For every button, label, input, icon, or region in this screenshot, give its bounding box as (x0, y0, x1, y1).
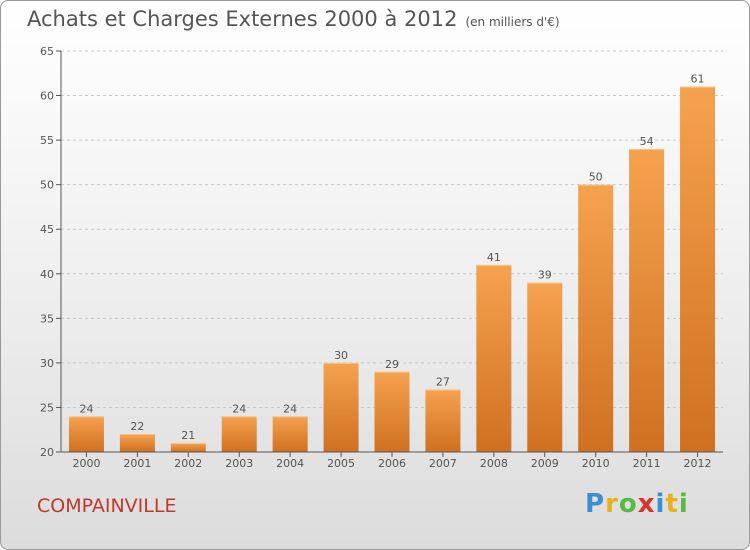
x-tick-label: 2007 (429, 457, 457, 470)
bar (680, 86, 716, 453)
bar (425, 389, 461, 452)
bar (578, 184, 614, 452)
x-tick-label: 2003 (225, 457, 253, 470)
bar (221, 416, 257, 452)
x-tick-label: 2008 (480, 457, 508, 470)
bar (476, 264, 512, 452)
bar (170, 443, 206, 452)
logo-letter: i (678, 489, 689, 519)
proxiti-logo[interactable]: Proxiti (585, 489, 689, 519)
logo-letter: o (618, 489, 638, 519)
bar (323, 362, 359, 452)
data-label: 61 (691, 73, 705, 86)
logo-letter: P (585, 489, 606, 519)
data-label: 39 (538, 269, 552, 282)
logo-letter: i (655, 489, 666, 519)
data-label: 50 (589, 171, 603, 184)
x-tick-label: 2006 (378, 457, 406, 470)
x-tick-label: 2004 (276, 457, 304, 470)
x-tick-label: 2005 (327, 457, 355, 470)
y-tick-label: 65 (40, 45, 54, 58)
data-label: 27 (436, 376, 450, 389)
y-tick-label: 50 (40, 179, 54, 192)
logo-letter: t (665, 489, 679, 519)
x-tick-label: 2010 (582, 457, 610, 470)
data-label: 24 (232, 402, 246, 415)
logo-letter: x (637, 489, 656, 519)
data-label: 24 (79, 402, 93, 415)
chart-title: Achats et Charges Externes 2000 à 2012 (e… (27, 7, 560, 31)
data-label: 30 (334, 349, 348, 362)
y-tick-label: 45 (40, 223, 54, 236)
data-label: 29 (385, 358, 399, 371)
x-tick-label: 2000 (72, 457, 100, 470)
x-tick-label: 2011 (633, 457, 661, 470)
data-label: 54 (640, 135, 654, 148)
bar (272, 416, 308, 452)
commune-name: COMPAINVILLE (37, 495, 177, 517)
data-label: 24 (283, 402, 297, 415)
data-label: 41 (487, 251, 501, 264)
bar (374, 371, 410, 452)
bar (119, 434, 155, 452)
grid-lines (61, 50, 723, 408)
y-tick-label: 55 (40, 134, 54, 147)
bar (68, 416, 104, 452)
y-tick-label: 30 (40, 357, 54, 370)
data-label: 22 (130, 420, 144, 433)
chart-subtitle: (en milliers d'€) (465, 15, 560, 29)
x-tick-label: 2002 (174, 457, 202, 470)
y-tick-label: 60 (40, 90, 54, 103)
y-tick-label: 20 (40, 446, 54, 459)
data-label: 21 (181, 429, 195, 442)
y-tick-label: 25 (40, 401, 54, 414)
bar (629, 149, 665, 452)
x-tick-label: 2012 (684, 457, 712, 470)
y-tick-label: 40 (40, 268, 54, 281)
y-tick-label: 35 (40, 312, 54, 325)
bars: 24 22 21 24 24 30 29 27 41 39 50 54 61 (68, 73, 716, 453)
axes: 20 25 30 35 40 45 50 55 60 65 2000 2001 2002 2003 2004… (40, 45, 723, 470)
x-tick-label: 2001 (123, 457, 151, 470)
logo-letter: r (605, 489, 619, 519)
chart-title-text: Achats et Charges Externes 2000 à 2012 (27, 7, 458, 31)
x-tick-label: 2009 (531, 457, 559, 470)
bar (527, 282, 563, 452)
